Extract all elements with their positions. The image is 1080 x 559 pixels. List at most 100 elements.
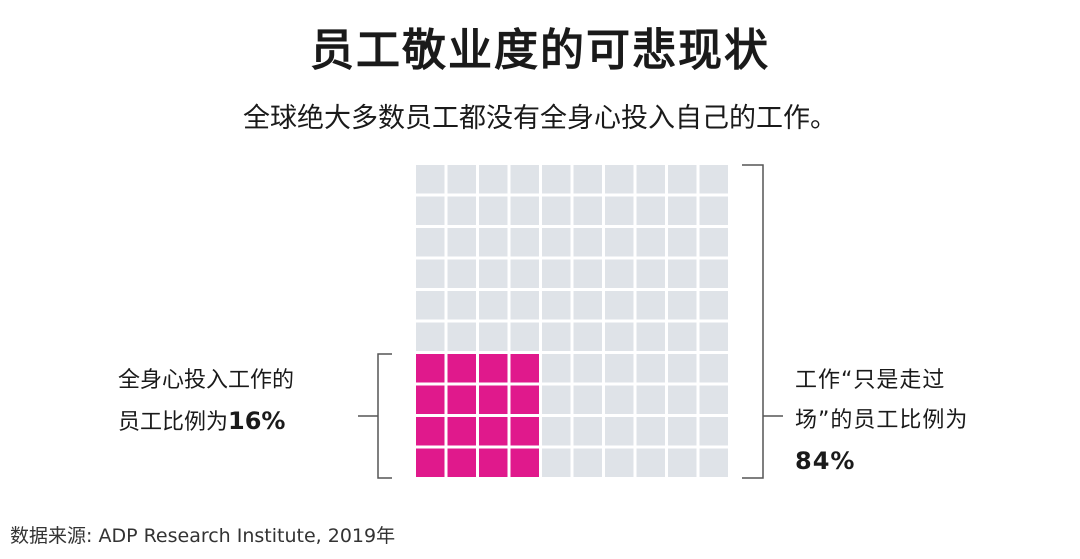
not-engaged-cell	[573, 259, 602, 288]
not-engaged-cell	[699, 448, 728, 477]
not-engaged-cell	[542, 259, 571, 288]
engaged-cell	[479, 448, 508, 477]
not-engaged-cell	[605, 354, 634, 383]
not-engaged-cell	[573, 165, 602, 194]
not-engaged-cell	[416, 165, 445, 194]
left-bracket	[358, 353, 392, 479]
not-engaged-cell	[636, 291, 665, 320]
not-engaged-cell	[605, 259, 634, 288]
engaged-cell	[479, 385, 508, 414]
not-engaged-cell	[479, 291, 508, 320]
not-engaged-cell	[668, 417, 697, 446]
engaged-cell	[479, 417, 508, 446]
not-engaged-value: 84%	[795, 447, 856, 475]
not-engaged-cell	[573, 448, 602, 477]
not-engaged-cell	[542, 196, 571, 225]
engaged-cell	[447, 417, 476, 446]
not-engaged-cell	[636, 322, 665, 351]
not-engaged-cell	[542, 291, 571, 320]
not-engaged-cell	[510, 291, 539, 320]
engaged-cell	[416, 448, 445, 477]
not-engaged-cell	[668, 448, 697, 477]
engaged-cell	[416, 417, 445, 446]
engaged-cell	[510, 448, 539, 477]
engaged-label: 全身心投入工作的 员工比例为16%	[118, 361, 294, 443]
not-engaged-cell	[416, 291, 445, 320]
not-engaged-cell	[636, 196, 665, 225]
not-engaged-cell	[542, 165, 571, 194]
not-engaged-cell	[699, 165, 728, 194]
engaged-cell	[447, 385, 476, 414]
engaged-cell	[416, 385, 445, 414]
not-engaged-cell	[668, 385, 697, 414]
not-engaged-cell	[510, 322, 539, 351]
not-engaged-cell	[605, 322, 634, 351]
engaged-label-line1: 全身心投入工作的	[118, 368, 295, 393]
not-engaged-label-line2: 场”的员工比例为	[795, 408, 969, 433]
not-engaged-cell	[573, 322, 602, 351]
not-engaged-cell	[542, 228, 571, 257]
not-engaged-cell	[510, 228, 539, 257]
not-engaged-cell	[416, 259, 445, 288]
not-engaged-cell	[447, 259, 476, 288]
not-engaged-cell	[699, 196, 728, 225]
engaged-cell	[510, 417, 539, 446]
not-engaged-cell	[668, 228, 697, 257]
not-engaged-cell	[479, 228, 508, 257]
not-engaged-cell	[605, 291, 634, 320]
not-engaged-cell	[542, 322, 571, 351]
not-engaged-cell	[699, 291, 728, 320]
not-engaged-cell	[668, 196, 697, 225]
not-engaged-cell	[668, 322, 697, 351]
engaged-cell	[447, 354, 476, 383]
not-engaged-cell	[447, 165, 476, 194]
not-engaged-cell	[416, 196, 445, 225]
not-engaged-cell	[510, 165, 539, 194]
not-engaged-cell	[699, 385, 728, 414]
not-engaged-cell	[605, 196, 634, 225]
engaged-cell	[510, 385, 539, 414]
not-engaged-cell	[699, 417, 728, 446]
not-engaged-cell	[605, 228, 634, 257]
not-engaged-cell	[479, 196, 508, 225]
not-engaged-cell	[479, 259, 508, 288]
engaged-cell	[510, 354, 539, 383]
not-engaged-cell	[542, 385, 571, 414]
not-engaged-cell	[573, 385, 602, 414]
not-engaged-cell	[542, 354, 571, 383]
not-engaged-cell	[636, 165, 665, 194]
not-engaged-cell	[479, 322, 508, 351]
source-note: 数据来源: ADP Research Institute, 2019年	[10, 525, 396, 547]
not-engaged-cell	[668, 354, 697, 383]
not-engaged-cell	[699, 322, 728, 351]
not-engaged-cell	[573, 196, 602, 225]
not-engaged-cell	[542, 448, 571, 477]
not-engaged-cell	[447, 196, 476, 225]
not-engaged-cell	[668, 259, 697, 288]
waffle-cells	[416, 165, 728, 477]
engaged-label-line2: 员工比例为	[118, 410, 229, 435]
not-engaged-cell	[605, 165, 634, 194]
engaged-value: 16%	[228, 407, 286, 435]
not-engaged-cell	[447, 228, 476, 257]
not-engaged-cell	[447, 291, 476, 320]
not-engaged-cell	[573, 354, 602, 383]
not-engaged-cell	[636, 354, 665, 383]
engaged-cell	[447, 448, 476, 477]
right-bracket	[742, 164, 783, 479]
not-engaged-cell	[668, 165, 697, 194]
not-engaged-cell	[573, 228, 602, 257]
not-engaged-cell	[605, 385, 634, 414]
not-engaged-cell	[605, 417, 634, 446]
not-engaged-cell	[668, 291, 697, 320]
not-engaged-cell	[636, 448, 665, 477]
not-engaged-cell	[479, 165, 508, 194]
not-engaged-cell	[542, 417, 571, 446]
chart-subtitle: 全球绝大多数员工都没有全身心投入自己的工作。	[243, 103, 837, 134]
not-engaged-cell	[636, 417, 665, 446]
not-engaged-cell	[636, 385, 665, 414]
not-engaged-cell	[699, 354, 728, 383]
not-engaged-label-line1: 工作“只是走过	[795, 368, 946, 393]
not-engaged-cell	[573, 291, 602, 320]
